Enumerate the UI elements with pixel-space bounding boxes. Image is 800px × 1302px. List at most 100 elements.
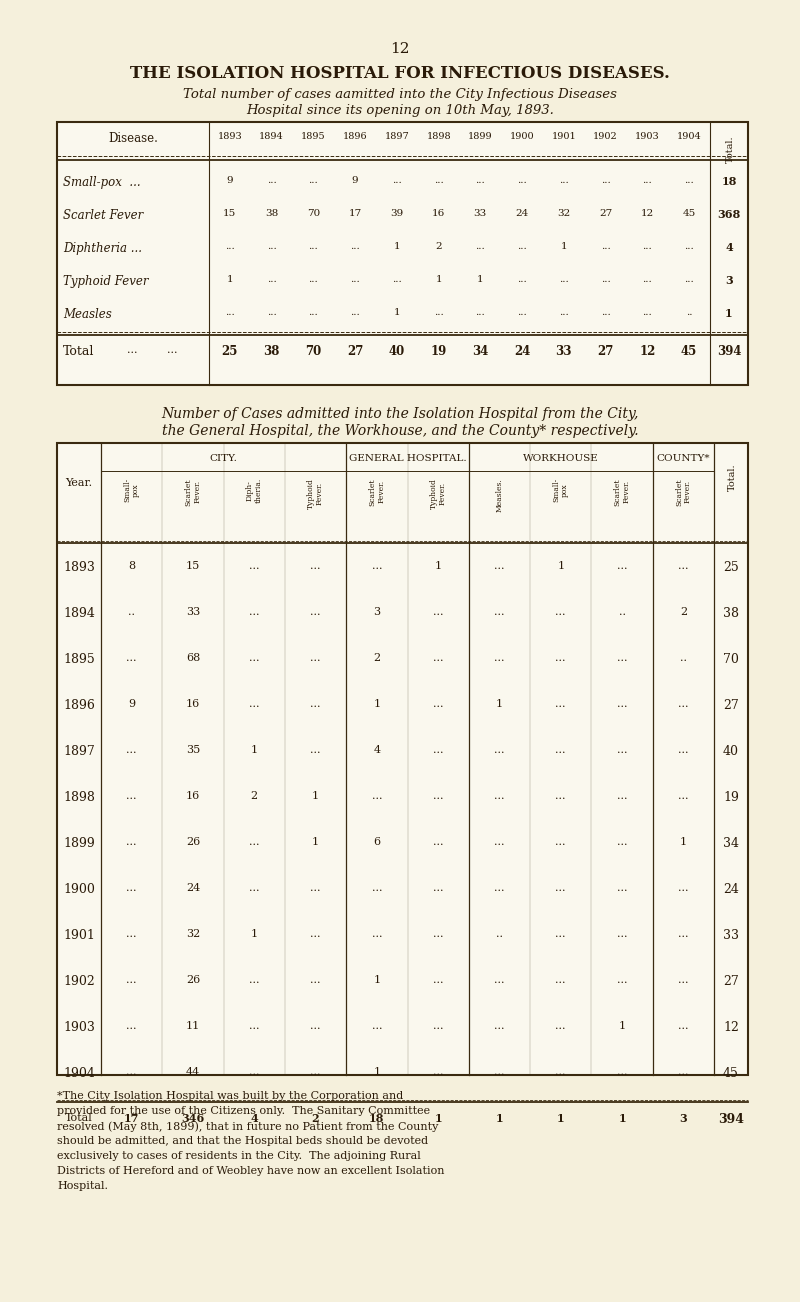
Text: 1: 1 — [250, 930, 258, 939]
Text: 25: 25 — [723, 561, 739, 574]
Text: ...: ... — [555, 745, 566, 755]
Text: 1: 1 — [374, 975, 381, 986]
Text: GENERAL HOSPITAL.: GENERAL HOSPITAL. — [349, 454, 466, 464]
Text: 1: 1 — [618, 1021, 626, 1031]
Text: ...: ... — [126, 654, 137, 663]
Text: ...: ... — [126, 792, 137, 801]
Text: 2: 2 — [312, 1113, 319, 1124]
Text: Typhoid
Fever.: Typhoid Fever. — [307, 478, 324, 509]
Text: ...: ... — [475, 309, 486, 316]
Text: 3: 3 — [679, 1113, 687, 1124]
Text: 68: 68 — [186, 654, 200, 663]
Text: ...: ... — [249, 699, 259, 710]
Text: 1897: 1897 — [63, 745, 95, 758]
Text: 27: 27 — [599, 210, 612, 217]
Text: 1: 1 — [434, 1113, 442, 1124]
Text: ...: ... — [475, 176, 486, 185]
Text: ...: ... — [433, 1021, 443, 1031]
Text: Total.: Total. — [727, 464, 737, 491]
Text: *The City Isolation Hospital was built by the Corporation and: *The City Isolation Hospital was built b… — [57, 1091, 403, 1101]
Text: ...: ... — [310, 654, 321, 663]
Text: Measles.: Measles. — [495, 478, 503, 512]
Text: ...: ... — [642, 176, 652, 185]
Text: ...: ... — [518, 309, 527, 316]
Text: 1897: 1897 — [385, 132, 410, 141]
Text: Measles: Measles — [63, 309, 112, 322]
Text: provided for the use of the Citizens only.  The Sanitary Committee: provided for the use of the Citizens onl… — [57, 1105, 430, 1116]
Text: ...: ... — [678, 1021, 689, 1031]
Text: 12: 12 — [641, 210, 654, 217]
Text: ...: ... — [249, 561, 259, 572]
Text: 1899: 1899 — [63, 837, 95, 850]
Text: 19: 19 — [430, 345, 446, 358]
Text: ...: ... — [310, 1021, 321, 1031]
Text: 1896: 1896 — [63, 699, 95, 712]
Text: ...: ... — [433, 654, 443, 663]
Text: 1: 1 — [496, 699, 503, 710]
Text: 4: 4 — [250, 1113, 258, 1124]
Text: 27: 27 — [723, 975, 739, 988]
Text: ...: ... — [371, 1021, 382, 1031]
Text: ...: ... — [494, 837, 505, 848]
Text: 1: 1 — [725, 309, 733, 319]
Text: 9: 9 — [128, 699, 135, 710]
Text: Total.: Total. — [726, 135, 734, 163]
Text: the General Hospital, the Workhouse, and the County* respectively.: the General Hospital, the Workhouse, and… — [162, 424, 638, 437]
Text: ...: ... — [678, 745, 689, 755]
Text: 38: 38 — [263, 345, 280, 358]
Text: ...: ... — [433, 607, 443, 617]
Text: Scarlet
Fever.: Scarlet Fever. — [614, 478, 630, 505]
Text: ...: ... — [475, 242, 486, 251]
Text: 1: 1 — [557, 1113, 565, 1124]
Text: 1: 1 — [434, 561, 442, 572]
Text: ...: ... — [127, 345, 138, 355]
Text: ...: ... — [678, 883, 689, 893]
Text: 32: 32 — [558, 210, 570, 217]
Text: should be admitted, and that the Hospital beds should be devoted: should be admitted, and that the Hospita… — [57, 1137, 428, 1146]
Text: ...: ... — [249, 837, 259, 848]
Text: ...: ... — [310, 699, 321, 710]
Text: 368: 368 — [718, 210, 741, 220]
Text: 44: 44 — [186, 1068, 200, 1077]
Text: 11: 11 — [186, 1021, 200, 1031]
Text: ...: ... — [678, 1068, 689, 1077]
Text: ...: ... — [433, 975, 443, 986]
Text: 12: 12 — [723, 1021, 739, 1034]
Text: ...: ... — [350, 242, 360, 251]
Text: Typhoid
Fever.: Typhoid Fever. — [430, 478, 446, 509]
Text: ...: ... — [601, 242, 610, 251]
Text: 1894: 1894 — [63, 607, 95, 620]
Text: ...: ... — [559, 309, 569, 316]
Text: 1903: 1903 — [635, 132, 660, 141]
Text: ...: ... — [555, 930, 566, 939]
Text: 70: 70 — [306, 210, 320, 217]
Text: ..: .. — [128, 607, 135, 617]
Text: 2: 2 — [435, 242, 442, 251]
Bar — [57, 443, 748, 1075]
Text: ...: ... — [371, 883, 382, 893]
Text: ...: ... — [494, 561, 505, 572]
Text: Small-
pox: Small- pox — [553, 478, 569, 503]
Text: ...: ... — [555, 607, 566, 617]
Text: 45: 45 — [682, 210, 696, 217]
Text: Hospital.: Hospital. — [57, 1181, 108, 1191]
Text: ...: ... — [494, 975, 505, 986]
Text: 1902: 1902 — [63, 975, 95, 988]
Text: ...: ... — [433, 930, 443, 939]
Text: 1899: 1899 — [468, 132, 493, 141]
Text: 38: 38 — [723, 607, 739, 620]
Text: ...: ... — [494, 745, 505, 755]
Text: ..: .. — [686, 309, 692, 316]
Bar — [57, 122, 748, 385]
Text: ...: ... — [266, 242, 277, 251]
Text: 2: 2 — [374, 654, 381, 663]
Text: ...: ... — [494, 607, 505, 617]
Text: ...: ... — [555, 792, 566, 801]
Text: 2: 2 — [250, 792, 258, 801]
Text: 24: 24 — [514, 345, 530, 358]
Text: ...: ... — [310, 745, 321, 755]
Text: ...: ... — [555, 883, 566, 893]
Text: Year.: Year. — [66, 478, 93, 488]
Text: 1: 1 — [226, 275, 233, 284]
Text: ...: ... — [642, 242, 652, 251]
